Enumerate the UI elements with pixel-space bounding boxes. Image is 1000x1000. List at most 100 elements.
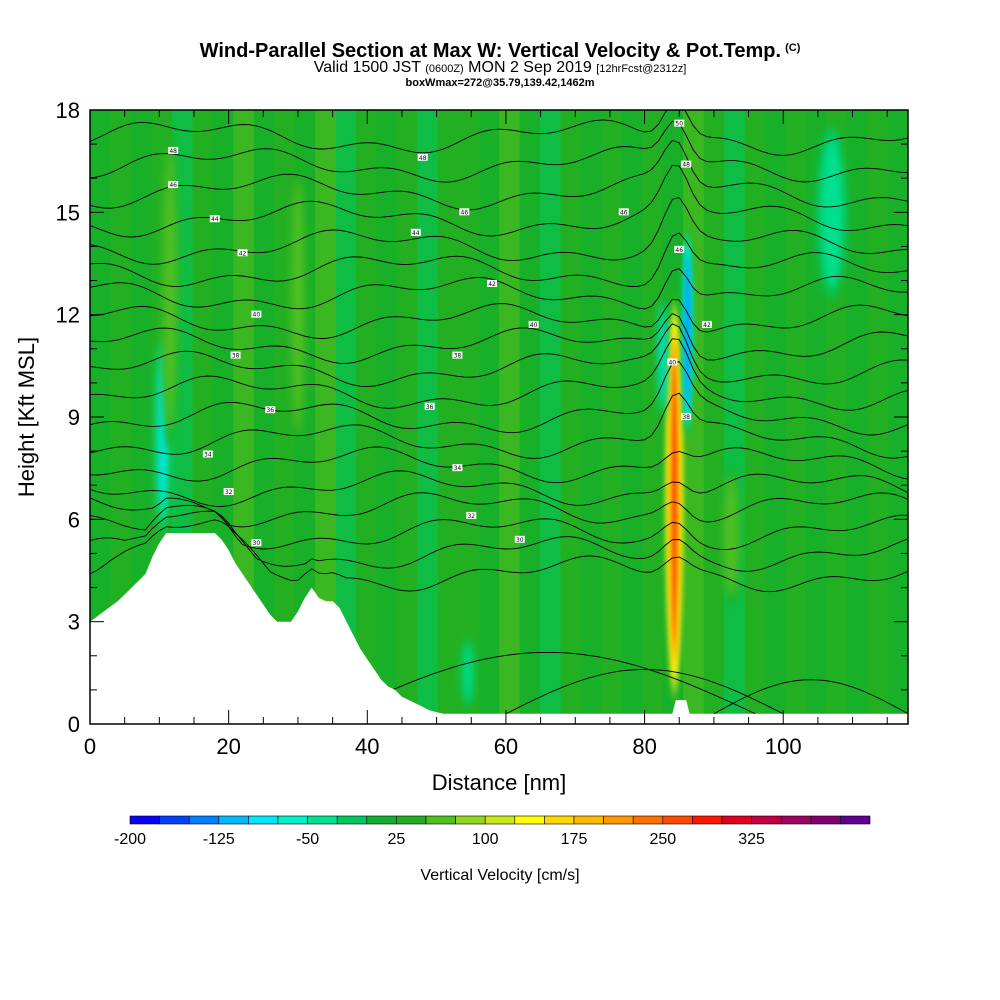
theta-contour-label: 38 (681, 413, 692, 421)
theta-contour-label: 48 (168, 146, 179, 155)
theta-contour-label: 44 (410, 228, 421, 237)
theta-contour-line (90, 164, 908, 238)
theta-contour-label: 30 (251, 539, 262, 547)
velocity-band (355, 110, 377, 724)
contour-label-text: 36 (426, 404, 434, 411)
theta-contour-line (505, 668, 784, 715)
velocity-feature (460, 638, 475, 707)
theta-contour-line (90, 196, 908, 265)
contour-label-box (674, 119, 685, 127)
velocity-band (867, 110, 889, 724)
colorbar-tick-label: -50 (296, 831, 319, 848)
velocity-features (154, 127, 847, 707)
velocity-contour-fill (724, 477, 739, 596)
valid-prefix: Valid 1500 JST (313, 59, 421, 76)
contour-label-text: 50 (675, 121, 683, 128)
velocity-band (744, 110, 766, 724)
colorbar-swatch (840, 815, 871, 825)
y-tick-label: 6 (68, 507, 80, 532)
velocity-band (764, 110, 786, 724)
contour-label-text: 32 (467, 513, 475, 520)
colorbar-swatch (751, 815, 782, 825)
contour-label-box (237, 249, 248, 257)
colorbar-swatch (396, 815, 427, 825)
box-info: boxWmax=272@35.79,139.42,1462m (405, 77, 595, 89)
theta-contour-line (339, 651, 756, 715)
contour-label-text: 44 (412, 230, 420, 237)
x-tick-label: 40 (355, 734, 379, 759)
velocity-band (703, 110, 725, 724)
colorbar-swatch (307, 815, 338, 825)
x-tick-label: 100 (765, 734, 802, 759)
theta-contour-label: 44 (209, 215, 220, 223)
velocity-band (519, 110, 541, 724)
contour-label-box (487, 279, 498, 287)
colorbar-swatch (780, 815, 812, 825)
contour-label-box (701, 320, 712, 328)
colorbar-tick-label: 175 (561, 831, 588, 848)
colorbar-tick-label: -125 (203, 831, 235, 848)
velocity-feature (160, 127, 180, 452)
contour-label-text: 48 (682, 162, 690, 169)
colorbar-swatch (248, 815, 279, 825)
velocity-band (417, 110, 439, 724)
contour-label-box (618, 208, 629, 216)
theta-contour-line (90, 110, 908, 156)
theta-contour-line (90, 519, 908, 593)
contour-label-text: 42 (703, 322, 711, 329)
theta-contour-line (90, 313, 908, 364)
colorbar-swatch (662, 815, 693, 825)
colorbar-tick-label: 25 (388, 831, 406, 848)
theta-contour-line (90, 120, 908, 183)
x-tick-labels: 0 20 40 60 80 100 (84, 734, 802, 759)
theta-contour-line (90, 470, 908, 507)
title-mark: (C) (785, 42, 801, 54)
contour-label-box (681, 160, 692, 168)
terrain-mask (90, 533, 908, 724)
velocity-band (642, 110, 664, 724)
velocity-band (396, 110, 418, 724)
colorbar-swatch (692, 815, 723, 825)
colorbar-tick-label: 100 (472, 831, 499, 848)
velocity-band (110, 110, 132, 724)
contour-label-box (466, 511, 477, 519)
theta-contour-line (90, 298, 908, 339)
title-text: Wind-Parallel Section at Max W: Vertical… (199, 40, 782, 62)
y-tick-labels: 0 3 6 9 12 15 18 (56, 98, 80, 737)
y-tick-label: 0 (68, 712, 80, 737)
theta-contour-label: 46 (674, 245, 685, 254)
contour-label-text: 46 (675, 247, 683, 254)
colorbar (129, 815, 871, 825)
velocity-band (499, 110, 520, 724)
contour-label-box (514, 535, 525, 543)
contour-label-text: 40 (668, 359, 676, 366)
theta-contour-label: 48 (681, 160, 692, 169)
theta-contour-label: 42 (487, 279, 498, 288)
velocity-band (785, 110, 807, 724)
theta-contour-label: 42 (237, 249, 248, 257)
theta-contour-line (90, 504, 908, 550)
velocity-band (621, 110, 643, 724)
contour-label-box (251, 310, 262, 318)
velocity-band (601, 110, 623, 724)
contour-label-box (424, 402, 435, 410)
contour-label-box (459, 208, 470, 216)
velocity-band (580, 110, 602, 724)
colorbar-swatch (425, 815, 456, 825)
colorbar-swatch (366, 815, 397, 825)
contour-label-box (209, 215, 220, 223)
contour-label-text: 38 (682, 414, 690, 421)
forecast-info: [12hrFcst@2312z] (596, 63, 687, 75)
velocity-feature (816, 127, 847, 298)
contour-label-box (223, 488, 234, 496)
velocity-contour-fill (821, 138, 842, 287)
contour-label-box (168, 146, 179, 154)
contour-label-text: 40 (253, 312, 261, 319)
colorbar-swatch (218, 815, 249, 825)
contour-label-text: 30 (253, 540, 261, 547)
contour-label-text: 38 (454, 353, 462, 360)
contour-label-text: 42 (239, 250, 247, 257)
theta-contour-line (90, 268, 908, 310)
y-tick-label: 12 (56, 303, 80, 328)
